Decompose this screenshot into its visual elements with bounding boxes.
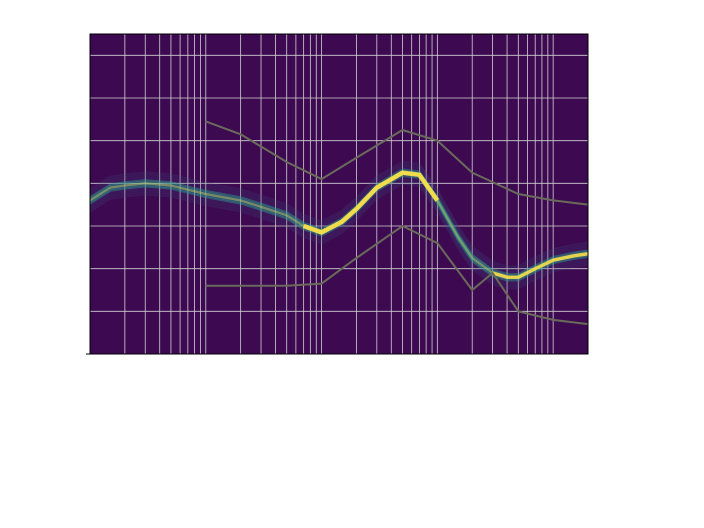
figure	[0, 0, 704, 528]
